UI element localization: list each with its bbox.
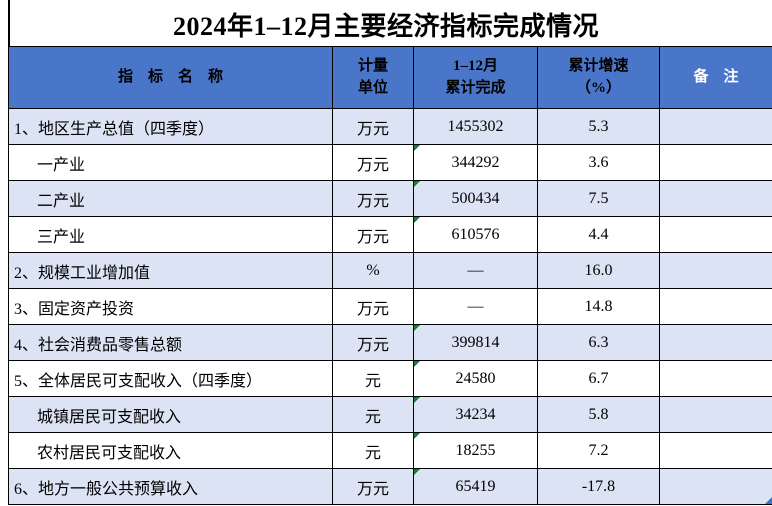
value-text: 65419	[455, 477, 496, 495]
growth-cell: 4.4	[537, 216, 660, 253]
number-as-text-flag-icon	[414, 469, 420, 475]
indicator-name-cell: 2、规模工业增加值	[8, 252, 333, 289]
value-cell: —	[413, 288, 538, 325]
unit-cell: 万元	[332, 288, 414, 325]
value-cell: 34234	[413, 396, 538, 433]
number-as-text-flag-icon	[414, 397, 420, 403]
value-cell: 1455302	[413, 108, 538, 145]
value-text: 1455302	[447, 117, 504, 135]
unit-cell: %	[332, 252, 414, 289]
title-area: 2024年1–12月主要经济指标完成情况	[0, 0, 772, 46]
remark-cell	[659, 360, 772, 397]
indicator-name-cell: 3、固定资产投资	[8, 288, 333, 325]
growth-cell: 14.8	[537, 288, 660, 325]
header-row: 指 标 名 称 计量 单位 1–12月 累计完成 累计增速 （%） 备 注	[8, 46, 772, 109]
growth-cell: 5.3	[537, 108, 660, 145]
indicator-name-cell: 6、地方一般公共预算收入	[8, 468, 333, 505]
indicator-name-cell: 1、地区生产总值（四季度）	[8, 108, 333, 145]
indicator-name-cell: 三产业	[8, 216, 333, 253]
header-unit: 计量 单位	[332, 46, 414, 109]
number-as-text-flag-icon	[414, 181, 420, 187]
table-row: 4、社会消费品零售总额 万元 399814 6.3	[8, 324, 772, 361]
title-left-border	[8, 0, 10, 46]
growth-cell: 7.2	[537, 432, 660, 469]
unit-cell: 万元	[332, 468, 414, 505]
indicator-name-cell: 农村居民可支配收入	[8, 432, 333, 469]
unit-cell: 元	[332, 396, 414, 433]
unit-cell: 万元	[332, 108, 414, 145]
unit-cell: 元	[332, 360, 414, 397]
growth-cell: 7.5	[537, 180, 660, 217]
growth-cell: 6.3	[537, 324, 660, 361]
value-text: 18255	[455, 441, 496, 459]
growth-cell: 5.8	[537, 396, 660, 433]
remark-cell	[659, 396, 772, 433]
unit-cell: 万元	[332, 144, 414, 181]
value-cell: 344292	[413, 144, 538, 181]
value-cell: 24580	[413, 360, 538, 397]
table-row: 5、全体居民可支配收入（四季度） 元 24580 6.7	[8, 360, 772, 397]
unit-cell: 万元	[332, 324, 414, 361]
remark-cell	[659, 180, 772, 217]
value-text: 399814	[451, 333, 500, 351]
page-title: 2024年1–12月主要经济指标完成情况	[172, 11, 599, 41]
indicator-name-cell: 二产业	[8, 180, 333, 217]
remark-cell	[659, 288, 772, 325]
value-text: —	[467, 261, 484, 279]
header-cumulative-value: 1–12月 累计完成	[413, 46, 538, 109]
value-text: 344292	[451, 153, 500, 171]
value-text: 610576	[451, 225, 500, 243]
number-as-text-flag-icon	[414, 217, 420, 223]
value-cell: 610576	[413, 216, 538, 253]
table-row: 三产业 万元 610576 4.4	[8, 216, 772, 253]
table-row: 3、固定资产投资 万元 — 14.8	[8, 288, 772, 325]
indicator-name-cell: 一产业	[8, 144, 333, 181]
cell-corner-marker-icon	[765, 497, 772, 504]
remark-cell	[659, 432, 772, 469]
table-row: 6、地方一般公共预算收入 万元 65419 -17.8	[8, 468, 772, 505]
value-cell: 18255	[413, 432, 538, 469]
growth-cell: 6.7	[537, 360, 660, 397]
value-cell: —	[413, 252, 538, 289]
value-text: 500434	[451, 189, 500, 207]
value-text: 24580	[455, 369, 496, 387]
value-cell: 500434	[413, 180, 538, 217]
unit-cell: 元	[332, 432, 414, 469]
value-text: —	[467, 297, 484, 315]
growth-cell: 3.6	[537, 144, 660, 181]
growth-cell: 16.0	[537, 252, 660, 289]
remark-cell	[659, 144, 772, 181]
indicators-table: 指 标 名 称 计量 单位 1–12月 累计完成 累计增速 （%） 备 注	[8, 46, 772, 505]
table-row: 2、规模工业增加值 % — 16.0	[8, 252, 772, 289]
value-text: 34234	[455, 405, 496, 423]
value-cell: 399814	[413, 324, 538, 361]
table-row: 二产业 万元 500434 7.5	[8, 180, 772, 217]
header-indicator-label: 指 标 名 称	[117, 68, 223, 85]
table-body: 1、地区生产总值（四季度） 万元 1455302 5.3 一产业 万元 3442…	[8, 108, 772, 505]
indicator-name-cell: 城镇居民可支配收入	[8, 396, 333, 433]
remark-cell	[659, 324, 772, 361]
header-growth-rate: 累计增速 （%）	[537, 46, 660, 109]
unit-cell: 万元	[332, 216, 414, 253]
indicator-name-cell: 4、社会消费品零售总额	[8, 324, 333, 361]
table-row: 城镇居民可支配收入 元 34234 5.8	[8, 396, 772, 433]
table-row: 农村居民可支配收入 元 18255 7.2	[8, 432, 772, 469]
number-as-text-flag-icon	[414, 325, 420, 331]
growth-cell: -17.8	[537, 468, 660, 505]
remark-cell	[659, 468, 772, 505]
remark-cell	[659, 252, 772, 289]
header-indicator-name: 指 标 名 称	[8, 46, 333, 109]
table-row: 1、地区生产总值（四季度） 万元 1455302 5.3	[8, 108, 772, 145]
remark-cell	[659, 216, 772, 253]
number-as-text-flag-icon	[414, 361, 420, 367]
remark-cell	[659, 108, 772, 145]
header-remark: 备 注	[659, 46, 772, 109]
indicator-name-cell: 5、全体居民可支配收入（四季度）	[8, 360, 333, 397]
number-as-text-flag-icon	[414, 145, 420, 151]
table-row: 一产业 万元 344292 3.6	[8, 144, 772, 181]
unit-cell: 万元	[332, 180, 414, 217]
number-as-text-flag-icon	[414, 433, 420, 439]
value-cell: 65419	[413, 468, 538, 505]
